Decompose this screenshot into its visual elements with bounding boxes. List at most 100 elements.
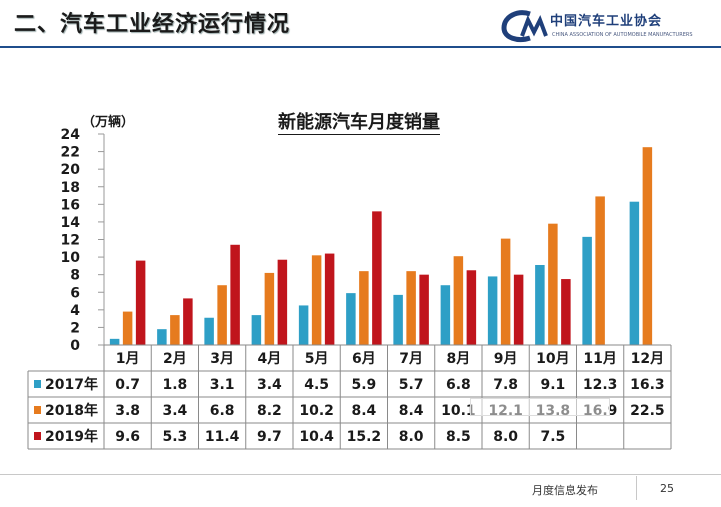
y-tick-label: 12 [61, 233, 80, 249]
data-label: 4.5 [304, 377, 329, 393]
bar-2018年-3月 [217, 285, 227, 345]
x-tick-label: 11月 [583, 351, 616, 367]
data-label: 11.4 [205, 429, 240, 445]
bar-2019年-4月 [277, 259, 288, 345]
data-label: 8.5 [446, 429, 471, 445]
legend-label-2017年: 2017年 [45, 376, 98, 393]
bar-2017年-12月 [629, 201, 640, 345]
bar-2017年-2月 [157, 329, 167, 345]
data-label: 5.3 [162, 429, 187, 445]
y-tick-label: 2 [70, 320, 80, 336]
legend-label-2018年: 2018年 [45, 402, 98, 419]
data-label: 8.0 [399, 429, 424, 445]
footer-label: 月度信息发布 [532, 484, 598, 497]
x-tick-label: 4月 [258, 351, 282, 367]
bar-2019年-8月 [466, 270, 477, 345]
bar-2017年-1月 [109, 338, 120, 345]
bar-2017年-6月 [346, 293, 356, 345]
y-tick-label: 14 [61, 215, 81, 231]
bar-2018年-6月 [359, 271, 369, 345]
x-tick-label: 6月 [352, 351, 376, 367]
bar-2017年-10月 [535, 264, 545, 345]
caam-logo-icon [501, 10, 548, 43]
bar-2018年-1月 [122, 311, 133, 345]
data-label: 5.9 [351, 377, 376, 393]
x-tick-label: 7月 [399, 351, 423, 367]
x-tick-label: 12月 [631, 351, 664, 367]
x-tick-label: 1月 [116, 351, 140, 367]
bar-2019年-3月 [230, 244, 240, 345]
bar-2018年-10月 [548, 223, 558, 345]
data-label: 7.8 [493, 377, 518, 393]
data-label: 3.1 [210, 377, 235, 393]
data-label: 3.4 [257, 377, 282, 393]
bar-2018年-8月 [453, 256, 464, 345]
bar-2019年-9月 [513, 274, 524, 345]
bar-2017年-5月 [298, 305, 309, 345]
bar-2019年-2月 [183, 298, 193, 345]
x-tick-label: 5月 [305, 351, 329, 367]
bar-2017年-11月 [582, 236, 592, 345]
watermark [470, 398, 610, 416]
x-tick-label: 10月 [536, 351, 569, 367]
page-title: 二、汽车工业经济运行情况 [14, 12, 291, 37]
y-tick-label: 6 [70, 285, 80, 301]
bar-2019年-1月 [135, 260, 146, 345]
data-label: 7.5 [540, 429, 565, 445]
footer-separator [636, 476, 637, 500]
bar-2017年-4月 [251, 315, 262, 345]
data-label: 6.8 [210, 403, 235, 419]
legend-label-2019年: 2019年 [45, 428, 98, 445]
footer-divider [0, 474, 721, 475]
data-label: 9.7 [257, 429, 282, 445]
y-tick-label: 16 [61, 197, 80, 213]
bar-2017年-3月 [204, 317, 214, 345]
data-label: 3.4 [162, 403, 187, 419]
y-tick-label: 22 [61, 145, 80, 161]
bar-2019年-5月 [324, 253, 335, 345]
data-label: 9.1 [540, 377, 565, 393]
data-label: 10.1 [441, 403, 476, 419]
data-label: 8.0 [493, 429, 518, 445]
chart-title-text: 新能源汽车月度销量 [278, 112, 440, 135]
page-number: 25 [660, 482, 674, 495]
y-tick-label: 18 [61, 180, 80, 196]
logo-cn-text: 中国汽车工业协会 [550, 14, 663, 29]
y-tick-label: 0 [70, 338, 80, 354]
bar-2018年-2月 [170, 315, 180, 345]
y-tick-label: 8 [70, 268, 80, 284]
data-label: 8.2 [257, 403, 282, 419]
bar-2017年-8月 [440, 285, 451, 345]
data-label: 12.3 [583, 377, 618, 393]
bar-2017年-7月 [393, 294, 403, 345]
legend-swatch-2018年 [34, 406, 41, 414]
data-label: 9.6 [115, 429, 140, 445]
x-tick-label: 8月 [447, 351, 471, 367]
data-label: 8.4 [399, 403, 424, 419]
bar-2019年-6月 [372, 211, 382, 345]
logo-en-text: CHINA ASSOCIATION OF AUTOMOBILE MANUFACT… [552, 32, 693, 38]
data-label: 16.3 [630, 377, 665, 393]
data-label: 5.7 [399, 377, 424, 393]
y-axis-label: （万辆） [82, 114, 134, 130]
y-tick-label: 24 [61, 127, 81, 143]
caam-logo: 中国汽车工业协会 CHINA ASSOCIATION OF AUTOMOBILE… [500, 8, 710, 44]
data-label: 3.8 [115, 403, 140, 419]
chart-title: 新能源汽车月度销量 [0, 108, 721, 135]
data-label: 15.2 [347, 429, 382, 445]
bar-2019年-7月 [419, 274, 429, 345]
bar-2018年-11月 [595, 196, 605, 345]
y-tick-label: 20 [61, 162, 81, 178]
bar-2018年-4月 [264, 272, 275, 345]
x-tick-label: 9月 [494, 351, 518, 367]
data-label: 6.8 [446, 377, 471, 393]
x-tick-label: 2月 [163, 351, 187, 367]
data-label: 10.2 [299, 403, 334, 419]
bar-2018年-5月 [311, 255, 322, 345]
legend-swatch-2019年 [34, 432, 41, 440]
bar-2019年-10月 [561, 279, 571, 345]
header-divider [0, 46, 721, 48]
data-label: 8.4 [351, 403, 376, 419]
bar-2018年-9月 [500, 238, 511, 345]
